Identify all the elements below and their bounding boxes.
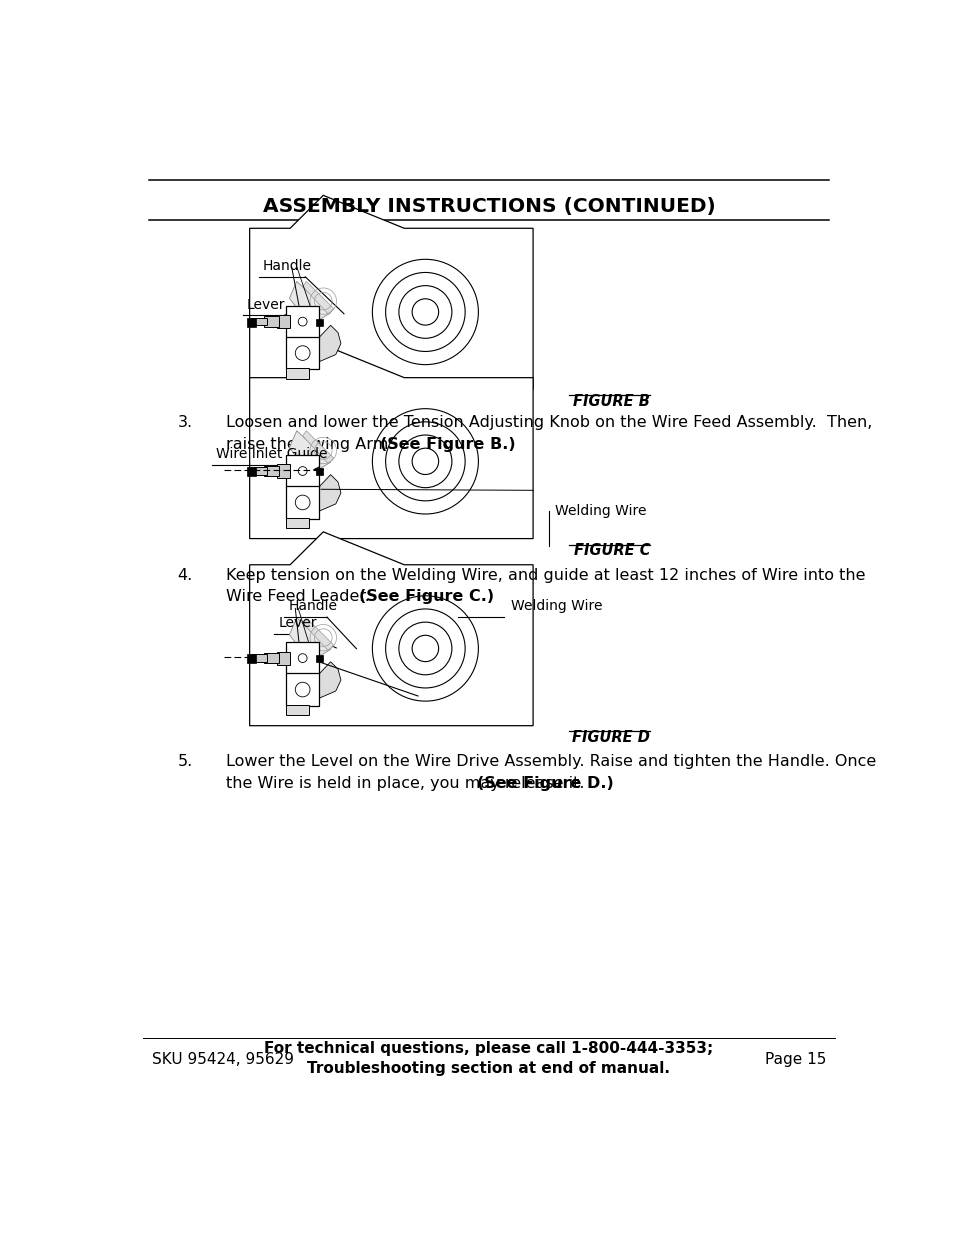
- Text: Lower the Level on the Wire Drive Assembly. Raise and tighten the Handle. Once: Lower the Level on the Wire Drive Assemb…: [226, 755, 876, 769]
- Polygon shape: [302, 431, 334, 463]
- Polygon shape: [250, 195, 533, 389]
- Polygon shape: [302, 618, 334, 651]
- Text: Lever: Lever: [247, 298, 285, 311]
- Bar: [315, 468, 323, 475]
- Bar: [264, 653, 279, 663]
- Bar: [286, 337, 318, 369]
- Bar: [286, 454, 318, 487]
- Text: FIGURE C: FIGURE C: [573, 543, 649, 558]
- Circle shape: [298, 653, 307, 662]
- Circle shape: [298, 467, 307, 475]
- Polygon shape: [289, 431, 331, 474]
- Text: Welding Wire: Welding Wire: [555, 504, 645, 517]
- Bar: [247, 467, 256, 477]
- Bar: [286, 487, 318, 519]
- Text: FIGURE D: FIGURE D: [572, 730, 649, 745]
- Circle shape: [295, 682, 310, 697]
- Polygon shape: [289, 282, 331, 325]
- Text: the Wire is held in place, you may release it.: the Wire is held in place, you may relea…: [226, 776, 595, 790]
- Polygon shape: [318, 325, 340, 362]
- Polygon shape: [250, 345, 533, 538]
- Bar: [276, 464, 290, 478]
- Polygon shape: [250, 532, 533, 726]
- Polygon shape: [318, 662, 340, 698]
- Text: Handle: Handle: [288, 599, 336, 614]
- Bar: [251, 655, 267, 662]
- Bar: [286, 305, 318, 337]
- Bar: [315, 319, 323, 326]
- Bar: [251, 317, 267, 325]
- Text: Troubleshooting section at end of manual.: Troubleshooting section at end of manual…: [307, 1061, 670, 1076]
- Text: 5.: 5.: [177, 755, 193, 769]
- Polygon shape: [302, 282, 334, 314]
- Text: Loosen and lower the Tension Adjusting Knob on the Wire Feed Assembly.  Then,: Loosen and lower the Tension Adjusting K…: [226, 415, 872, 430]
- Polygon shape: [318, 474, 340, 511]
- Text: Wire Inlet Guide: Wire Inlet Guide: [216, 447, 327, 461]
- Circle shape: [295, 495, 310, 510]
- Text: Keep tension on the Welding Wire, and guide at least 12 inches of Wire into the: Keep tension on the Welding Wire, and gu…: [226, 568, 864, 583]
- Text: (See Figure B.): (See Figure B.): [379, 437, 515, 452]
- Bar: [276, 315, 290, 329]
- Bar: [286, 642, 318, 674]
- Bar: [286, 673, 318, 705]
- Text: Handle: Handle: [262, 259, 312, 273]
- Text: raise the Swing Arm.: raise the Swing Arm.: [226, 437, 403, 452]
- Bar: [264, 466, 279, 477]
- Text: For technical questions, please call 1-800-444-3353;: For technical questions, please call 1-8…: [264, 1041, 713, 1056]
- Bar: [315, 656, 323, 662]
- Text: FIGURE B: FIGURE B: [573, 394, 649, 409]
- Text: (See Figure C.): (See Figure C.): [359, 589, 494, 604]
- Bar: [276, 652, 290, 664]
- Text: SKU 95424, 95629: SKU 95424, 95629: [152, 1052, 294, 1067]
- Circle shape: [298, 317, 307, 326]
- Bar: [247, 655, 256, 663]
- Bar: [286, 368, 309, 379]
- Bar: [264, 316, 279, 327]
- Polygon shape: [289, 618, 331, 662]
- Text: Wire Feed Leader.: Wire Feed Leader.: [226, 589, 380, 604]
- Text: 4.: 4.: [177, 568, 193, 583]
- Text: ASSEMBLY INSTRUCTIONS (CONTINUED): ASSEMBLY INSTRUCTIONS (CONTINUED): [262, 196, 715, 216]
- Bar: [286, 705, 309, 715]
- Bar: [286, 517, 309, 529]
- Text: (See Figure D.): (See Figure D.): [476, 776, 614, 790]
- Text: 3.: 3.: [177, 415, 193, 430]
- Circle shape: [295, 346, 310, 361]
- Text: Page 15: Page 15: [764, 1052, 825, 1067]
- Text: Welding Wire: Welding Wire: [510, 599, 601, 614]
- Bar: [251, 467, 267, 474]
- Text: Lever: Lever: [278, 616, 316, 630]
- Bar: [247, 317, 256, 327]
